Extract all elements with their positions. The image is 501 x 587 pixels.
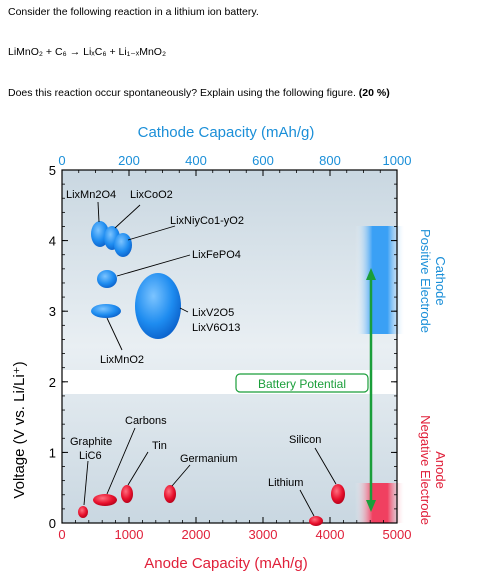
leader-lines xyxy=(83,201,337,517)
bottom-tick-label: 4000 xyxy=(316,527,345,542)
label-lixfepo4: LixFePO4 xyxy=(192,249,241,261)
label-carbons: Carbons xyxy=(125,415,167,427)
label-lixmno2: LixMnO2 xyxy=(100,354,144,366)
left-axis-tick-labels: 0 1 2 3 4 5 xyxy=(49,163,56,531)
label-silicon: Silicon xyxy=(289,434,321,446)
top-tick-label: 800 xyxy=(319,153,341,168)
marker-lithium xyxy=(309,516,323,526)
label-lic6: LiC6 xyxy=(79,450,102,462)
cathode-materials xyxy=(91,221,181,339)
bottom-tick-label: 3000 xyxy=(249,527,278,542)
label-germanium: Germanium xyxy=(180,453,237,465)
top-tick-label: 600 xyxy=(252,153,274,168)
label-lixv2o5: LixV2O5 xyxy=(192,307,234,319)
plot-area xyxy=(62,170,397,523)
marker-lixfepo4 xyxy=(97,270,117,288)
label-lixmn2o4: LixMn2O4 xyxy=(66,189,116,201)
marker-germanium xyxy=(164,485,176,503)
marker-lixv2o5 xyxy=(135,273,181,339)
battery-potential-label: Battery Potential xyxy=(258,377,346,391)
bottom-tick-label: 5000 xyxy=(383,527,412,542)
label-lixv6o13: LixV6O13 xyxy=(192,322,240,334)
marker-lixmno2 xyxy=(91,304,121,318)
top-tick-label: 200 xyxy=(118,153,140,168)
side-label-anode: Anode xyxy=(433,451,448,489)
y-tick-label: 5 xyxy=(49,163,56,178)
top-axis-tick-labels: 0 200 400 600 800 1000 xyxy=(58,153,411,168)
reaction-equation: LiMnO₂ + C₆ → LiₓC₆ + Li₁₋ₓMnO₂ xyxy=(8,46,167,58)
question-intro: Consider the following reaction in a lit… xyxy=(8,6,259,18)
top-axis-title: Cathode Capacity (mAh/g) xyxy=(138,124,315,141)
marker-silicon xyxy=(331,484,345,504)
anode-materials xyxy=(78,484,345,526)
side-label-cathode: Cathode xyxy=(433,256,448,305)
battery-potential-arrow xyxy=(366,268,376,512)
question-points: (20 %) xyxy=(358,87,390,99)
y-tick-label: 2 xyxy=(49,375,56,390)
label-graphite: Graphite xyxy=(70,436,112,448)
label-lixniyco1-yo2: LixNiyCo1-yO2 xyxy=(170,215,244,227)
y-tick-label: 4 xyxy=(49,234,56,249)
capacity-voltage-figure: 0 200 400 600 800 1000 0 1000 2000 3000 4000 5000 … xyxy=(11,124,448,572)
battery-potential-box xyxy=(235,373,369,393)
question-prompt: Does this reaction occur spontaneously? … xyxy=(8,87,390,99)
marker-graphite xyxy=(78,506,88,518)
marker-lixniyco1-yo2 xyxy=(114,233,132,257)
top-tick-label: 0 xyxy=(58,153,65,168)
top-tick-label: 400 xyxy=(185,153,207,168)
y-tick-label: 0 xyxy=(49,516,56,531)
y-axis-title: Voltage (V vs. Li/Li⁺) xyxy=(11,361,28,498)
bottom-tick-label: 1000 xyxy=(115,527,144,542)
axis-ticks xyxy=(61,169,398,524)
side-label-negative-electrode: Negative Electrode xyxy=(418,415,433,525)
bottom-axis-tick-labels: 0 1000 2000 3000 4000 5000 xyxy=(58,527,411,542)
bottom-axis-title: Anode Capacity (mAh/g) xyxy=(144,555,307,572)
marker-tin xyxy=(121,485,133,503)
material-labels: LixMn2O4 LixCoO2 LixNiyCo1-yO2 LixFePO4 … xyxy=(66,189,321,489)
label-lithium: Lithium xyxy=(268,477,303,489)
marker-carbons xyxy=(93,494,117,506)
label-lixcoo2: LixCoO2 xyxy=(130,189,173,201)
top-tick-label: 1000 xyxy=(383,153,412,168)
question-prompt-text: Does this reaction occur spontaneously? … xyxy=(8,87,356,99)
side-label-positive-electrode: Positive Electrode xyxy=(418,229,433,333)
y-tick-label: 1 xyxy=(49,445,56,460)
bottom-tick-label: 0 xyxy=(58,527,65,542)
y-tick-label: 3 xyxy=(49,304,56,319)
bottom-tick-label: 2000 xyxy=(182,527,211,542)
label-tin: Tin xyxy=(152,440,167,452)
